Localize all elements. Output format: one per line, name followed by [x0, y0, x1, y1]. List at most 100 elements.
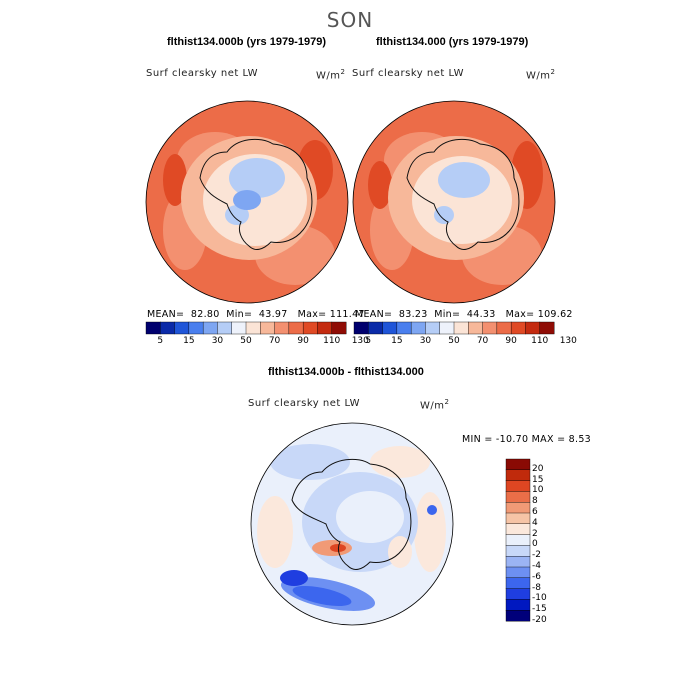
colorbar-swatch	[410, 321, 426, 335]
panel1-variable-label: Surf clearsky net LW	[146, 68, 259, 79]
panel3-colorbar-ticks: 20 15 10 8 6 4 2 0 -2 -4 -6 -8 -10 -15 -20	[532, 459, 572, 625]
field-patch	[229, 158, 285, 198]
colorbar-swatch	[288, 321, 304, 335]
field-patch	[163, 154, 187, 206]
panel2-title: flthist134.000 (yrs 1979-1979)	[376, 36, 529, 48]
colorbar-tick-label: -20	[532, 615, 547, 625]
field-patch	[280, 570, 308, 586]
colorbar-swatch	[510, 321, 526, 335]
colorbar-swatch	[505, 588, 531, 600]
colorbar-tick-label: 2	[532, 528, 538, 539]
colorbar-tick-label: 4	[532, 517, 538, 528]
colorbar-tick-label: -15	[532, 604, 547, 615]
map-boundary	[250, 422, 454, 626]
colorbar-swatch	[145, 321, 161, 335]
colorbar-tick-label: 110	[531, 336, 549, 346]
field-patch	[292, 585, 352, 607]
panel1-polar-map	[145, 100, 349, 304]
map-boundary	[352, 100, 556, 304]
colorbar-swatch	[217, 321, 233, 335]
antarctica-coastline	[291, 458, 412, 570]
colorbar-swatch	[505, 458, 531, 471]
panel1-stats: MEAN= 82.80 Min= 43.97 Max= 111.47	[147, 309, 365, 320]
colorbar-swatch	[382, 321, 398, 335]
panel2-colorbar-ticks: 5 15 30 50 70 90 110 130	[354, 336, 576, 348]
colorbar-swatch	[505, 502, 531, 514]
colorbar-swatch	[202, 321, 218, 335]
panel1-units-label: W/m2	[316, 68, 346, 82]
colorbar-swatch	[505, 577, 531, 590]
colorbar-swatch	[274, 321, 290, 335]
colorbar-swatch	[231, 321, 247, 335]
panel1-colorbar	[145, 321, 347, 335]
colorbar-swatch	[353, 321, 369, 335]
antarctica-coastline	[199, 138, 313, 250]
colorbar-swatch	[505, 609, 531, 622]
panel2-polar-map	[352, 100, 556, 304]
field-patch	[427, 505, 437, 515]
colorbar-tick-label: -10	[532, 593, 547, 604]
colorbar-swatch	[505, 555, 531, 568]
colorbar-swatch	[453, 321, 469, 335]
panel3-units-label: W/m2	[420, 398, 450, 412]
colorbar-swatch	[525, 321, 541, 335]
colorbar-swatch	[425, 321, 441, 335]
colorbar-tick-label: 15	[183, 336, 195, 346]
colorbar-tick-label: 50	[240, 336, 252, 346]
colorbar-swatch	[439, 321, 455, 335]
colorbar-tick-label: 6	[532, 507, 538, 517]
field-patch	[336, 491, 404, 543]
colorbar-swatch	[317, 321, 333, 335]
field-patch	[438, 162, 490, 198]
colorbar-swatch	[505, 599, 531, 611]
colorbar-swatch	[174, 321, 190, 335]
figure-title: SON	[326, 8, 374, 32]
colorbar-tick-label: 110	[323, 336, 341, 346]
colorbar-tick-label: -6	[532, 571, 541, 582]
field-patch	[434, 206, 454, 224]
colorbar-swatch	[505, 469, 531, 482]
colorbar-swatch	[188, 321, 204, 335]
field-patch	[233, 190, 261, 210]
colorbar-tick-label: -8	[532, 582, 541, 593]
colorbar-swatch	[496, 321, 512, 335]
colorbar-swatch	[505, 566, 531, 579]
colorbar-tick-label: 30	[419, 336, 432, 346]
field-patch	[257, 496, 293, 568]
colorbar-tick-label: 130	[559, 336, 577, 346]
colorbar-tick-label: 15	[391, 336, 403, 346]
colorbar-swatch	[260, 321, 275, 335]
colorbar-tick-label: 5	[157, 336, 164, 346]
colorbar-swatch	[505, 480, 531, 492]
colorbar-tick-label: 70	[476, 336, 489, 346]
colorbar-swatch	[331, 321, 347, 335]
colorbar-swatch	[505, 545, 531, 557]
colorbar-tick-label: -2	[532, 550, 541, 561]
colorbar-swatch	[539, 321, 555, 335]
colorbar-swatch	[482, 321, 498, 335]
panel3-colorbar	[505, 458, 531, 622]
panel3-title: flthist134.000b - flthist134.000	[268, 366, 424, 378]
colorbar-swatch	[160, 321, 175, 335]
panel2-variable-label: Surf clearsky net LW	[352, 68, 465, 79]
colorbar-tick-label: -4	[532, 561, 541, 571]
field-patch	[370, 446, 430, 478]
colorbar-tick-label: 50	[448, 336, 460, 346]
colorbar-swatch	[505, 512, 531, 525]
panel2-colorbar	[353, 321, 555, 335]
panel3-polar-map	[250, 422, 454, 626]
colorbar-tick-label: 5	[365, 336, 372, 346]
panel1-colorbar-ticks: 5 15 30 50 70 90 110 130	[146, 336, 368, 348]
colorbar-tick-label: 15	[532, 474, 544, 485]
panel1-title: flthist134.000b (yrs 1979-1979)	[167, 36, 326, 48]
colorbar-swatch	[368, 321, 383, 335]
colorbar-swatch	[505, 523, 531, 536]
field-patch	[414, 492, 446, 572]
colorbar-swatch	[302, 321, 318, 335]
colorbar-tick-label: 30	[211, 336, 224, 346]
colorbar-tick-label: 0	[532, 539, 538, 550]
colorbar-tick-label: 8	[532, 496, 538, 507]
field-patch	[270, 444, 350, 480]
colorbar-tick-label: 90	[505, 336, 517, 346]
colorbar-tick-label: 10	[532, 485, 544, 496]
